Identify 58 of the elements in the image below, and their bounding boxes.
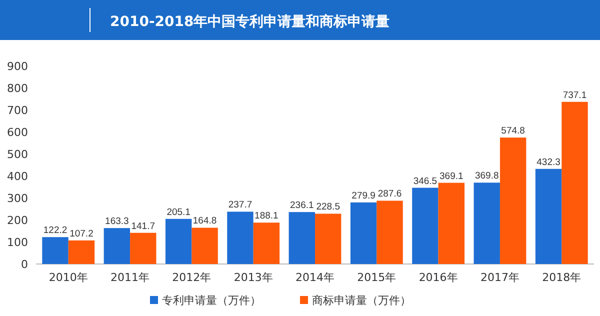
x-tick-label: 2015年 bbox=[357, 271, 396, 284]
bar bbox=[474, 182, 500, 264]
x-tick-label: 2017年 bbox=[480, 271, 520, 284]
y-tick-label: 500 bbox=[7, 148, 28, 161]
x-tick-label: 2018年 bbox=[542, 271, 582, 284]
bar bbox=[535, 168, 562, 264]
y-tick-label: 900 bbox=[7, 60, 28, 73]
legend-label: 专利申请量（万件） bbox=[162, 294, 261, 307]
bar bbox=[68, 240, 95, 264]
data-label: 237.7 bbox=[228, 200, 252, 211]
y-tick-label: 400 bbox=[7, 170, 28, 183]
bar bbox=[288, 212, 315, 264]
bar bbox=[315, 214, 342, 264]
data-label: 369.1 bbox=[440, 170, 464, 182]
bar bbox=[104, 228, 130, 264]
data-label: 369.8 bbox=[474, 170, 499, 182]
bar bbox=[438, 182, 465, 264]
x-tick-label: 2011年 bbox=[110, 271, 150, 284]
bar bbox=[253, 222, 280, 264]
x-tick-label: 2013年 bbox=[234, 271, 273, 284]
bar bbox=[412, 188, 438, 264]
bar bbox=[192, 228, 218, 264]
x-tick-label: 2012年 bbox=[172, 271, 212, 284]
y-tick-label: 200 bbox=[7, 214, 28, 227]
y-tick-label: 0 bbox=[21, 258, 28, 271]
data-label: 107.2 bbox=[70, 228, 94, 240]
bar bbox=[562, 102, 588, 264]
x-tick-label: 2016年 bbox=[418, 271, 458, 284]
y-tick-label: 800 bbox=[7, 82, 28, 95]
x-tick-label: 2010年 bbox=[48, 271, 88, 284]
data-label: 279.9 bbox=[352, 190, 376, 202]
data-label: 574.8 bbox=[501, 126, 525, 137]
data-label: 205.1 bbox=[166, 206, 190, 218]
data-label: 163.3 bbox=[105, 216, 129, 228]
data-label: 236.1 bbox=[290, 200, 314, 212]
data-label: 164.8 bbox=[192, 216, 217, 227]
y-tick-label: 300 bbox=[7, 192, 28, 205]
y-tick-label: 600 bbox=[7, 126, 28, 139]
bar bbox=[350, 202, 377, 264]
data-label: 141.7 bbox=[131, 220, 156, 232]
bar bbox=[130, 232, 156, 264]
data-label: 188.1 bbox=[254, 210, 278, 222]
bar bbox=[500, 138, 526, 264]
data-label: 228.5 bbox=[316, 202, 340, 213]
x-tick-label: 2014年 bbox=[296, 271, 334, 284]
data-label: 122.2 bbox=[43, 225, 68, 236]
data-label: 432.3 bbox=[536, 156, 560, 168]
bar bbox=[227, 212, 254, 264]
y-tick-label: 700 bbox=[7, 104, 28, 117]
data-label: 346.5 bbox=[413, 176, 438, 187]
data-label: 737.1 bbox=[562, 90, 587, 101]
bar bbox=[42, 237, 68, 264]
data-label: 287.6 bbox=[378, 188, 402, 200]
chart-title: 2010-2018年中国专利申请量和商标申请量 bbox=[110, 13, 390, 30]
bar bbox=[376, 200, 403, 264]
y-tick-label: 100 bbox=[7, 236, 28, 249]
legend-label: 商标申请量（万件） bbox=[312, 294, 411, 307]
bar bbox=[165, 218, 192, 264]
